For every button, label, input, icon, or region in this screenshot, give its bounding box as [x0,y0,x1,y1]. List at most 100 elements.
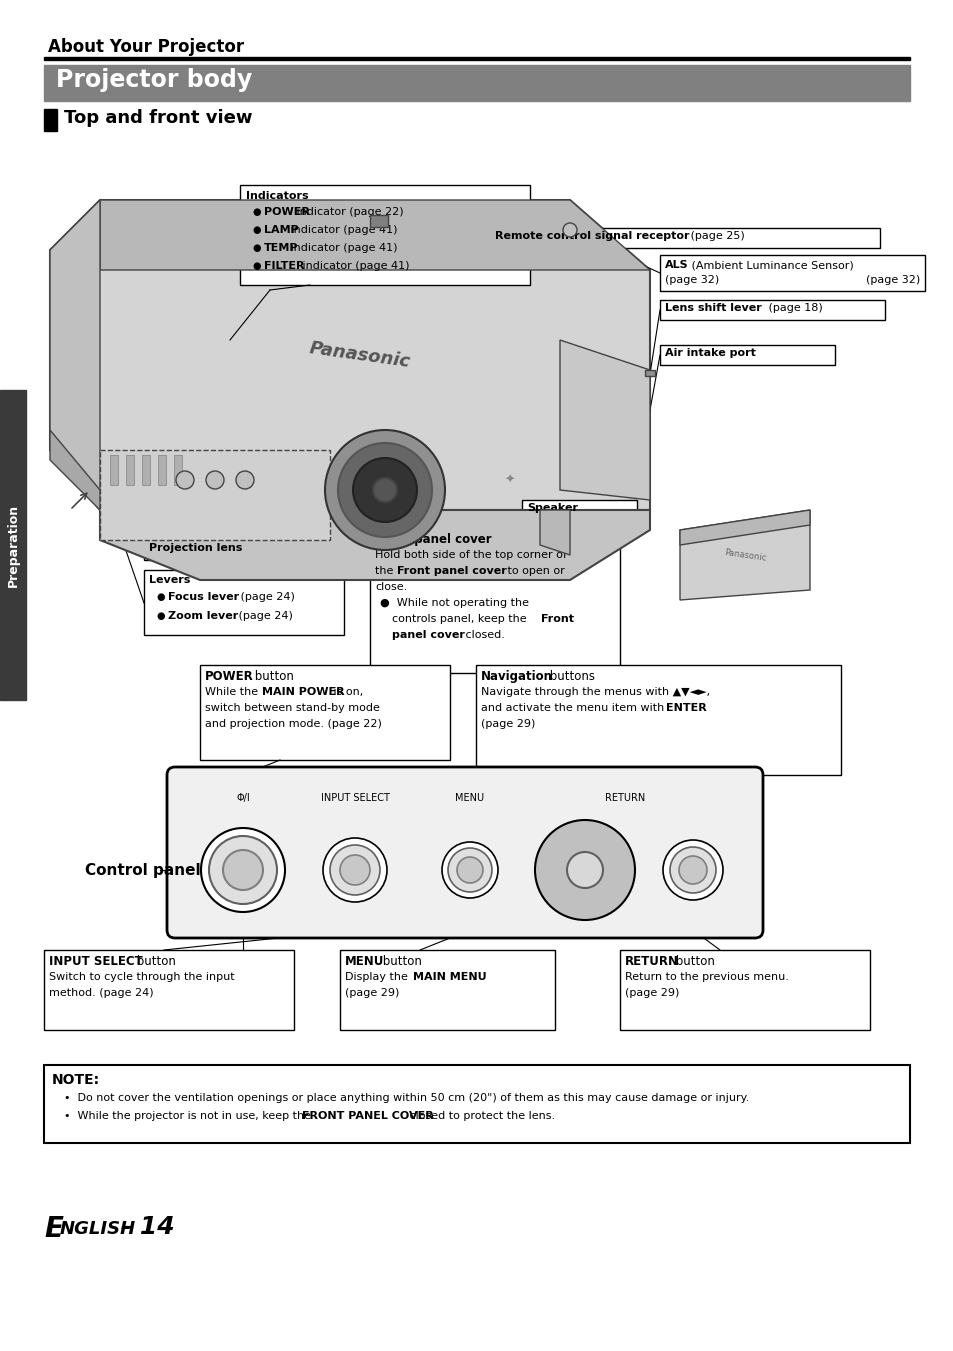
Polygon shape [539,509,569,555]
Text: Speaker: Speaker [526,503,578,513]
Text: Front: Front [540,613,574,624]
Bar [240,185,530,285]
Text: Zoom lever: Zoom lever [168,611,238,621]
Circle shape [201,828,285,912]
Text: ✦: ✦ [504,473,515,486]
Text: NGLISH: NGLISH [60,1220,136,1238]
Circle shape [235,471,253,489]
Text: - 14: - 14 [112,1215,174,1239]
Text: Display the: Display the [345,971,411,982]
Polygon shape [679,509,809,544]
Circle shape [679,857,706,884]
Bar [44,109,57,131]
Text: Lens shift lever: Lens shift lever [664,303,760,313]
Text: ▲: ▲ [580,832,589,842]
Text: Panasonic: Panasonic [722,547,766,562]
Text: ►: ► [613,865,621,875]
Bar [370,528,619,673]
Bar [158,455,166,485]
Text: close.: close. [375,582,407,592]
Text: (page 24): (page 24) [234,611,293,621]
Text: switch between stand-by mode: switch between stand-by mode [205,703,379,713]
Circle shape [339,855,370,885]
Text: (page 18): (page 18) [764,303,821,313]
Circle shape [441,842,497,898]
Text: ·: · [240,863,245,877]
Bar [110,455,118,485]
Text: Remote control signal receptor: Remote control signal receptor [495,231,689,240]
FancyBboxPatch shape [167,767,762,938]
Text: and activate the menu item with: and activate the menu item with [480,703,667,713]
Polygon shape [679,509,809,600]
Text: the: the [375,566,396,576]
Text: button: button [132,955,175,969]
Text: button: button [251,670,294,684]
Bar [619,950,869,1029]
Circle shape [209,836,276,904]
Bar [659,300,884,320]
Bar [370,215,388,227]
Circle shape [353,458,416,521]
Text: •  While the projector is not in use, keep the: • While the projector is not in use, kee… [64,1111,314,1121]
Text: Air intake port: Air intake port [664,349,755,358]
Bar [521,500,637,520]
Text: button: button [671,955,714,969]
Text: .: . [472,971,476,982]
Bar [490,228,879,249]
Bar [126,455,133,485]
Text: (page 24): (page 24) [236,592,294,603]
Text: LAMP: LAMP [264,226,298,235]
Text: (page 32): (page 32) [664,276,719,285]
Polygon shape [100,509,649,580]
Text: Focus lever: Focus lever [168,592,239,603]
Text: (Ambient Luminance Sensor): (Ambient Luminance Sensor) [687,259,853,270]
Bar [644,370,655,376]
Text: ●: ● [156,611,164,621]
Text: INPUT SELECT: INPUT SELECT [320,793,389,802]
Bar [0,390,26,700]
Circle shape [325,430,444,550]
Circle shape [669,847,716,893]
Text: method. (page 24): method. (page 24) [49,988,153,998]
Text: indicator (page 41): indicator (page 41) [298,261,409,272]
Text: Panasonic: Panasonic [308,339,412,372]
Text: RETURN: RETURN [624,955,679,969]
Text: While the: While the [205,688,261,697]
Text: ENTER: ENTER [665,703,706,713]
Text: ●: ● [252,226,260,235]
Circle shape [535,820,635,920]
Bar [144,570,344,635]
Text: closed to protect the lens.: closed to protect the lens. [406,1111,555,1121]
Text: Indicators: Indicators [246,190,309,201]
Bar [142,455,150,485]
Bar [659,345,834,365]
Text: .: . [699,703,702,713]
Text: is on,: is on, [330,688,363,697]
Circle shape [448,848,492,892]
Text: ▼: ▼ [580,898,589,908]
Bar [339,950,555,1029]
Circle shape [323,838,387,902]
Text: Levers: Levers [149,576,191,585]
Text: Return to the previous menu.: Return to the previous menu. [624,971,788,982]
Text: MAIN POWER: MAIN POWER [262,688,344,697]
Text: indicator (page 22): indicator (page 22) [293,207,403,218]
Bar [476,665,841,775]
Polygon shape [50,200,649,509]
Text: FILTER: FILTER [264,261,304,272]
Bar [44,950,294,1029]
Text: controls panel, keep the: controls panel, keep the [392,613,530,624]
Polygon shape [50,430,100,509]
Text: MENU: MENU [455,793,484,802]
Text: About Your Projector: About Your Projector [48,38,244,55]
Circle shape [337,443,432,536]
Circle shape [206,471,224,489]
Text: Projection lens: Projection lens [149,543,242,553]
Text: NOTE:: NOTE: [52,1073,100,1088]
Text: panel cover: panel cover [392,630,464,640]
Text: Φ/I: Φ/I [236,793,250,802]
Text: MENU: MENU [345,955,384,969]
Text: ●: ● [156,592,164,603]
Bar [44,57,909,59]
Text: Switch to cycle through the input: Switch to cycle through the input [49,971,234,982]
